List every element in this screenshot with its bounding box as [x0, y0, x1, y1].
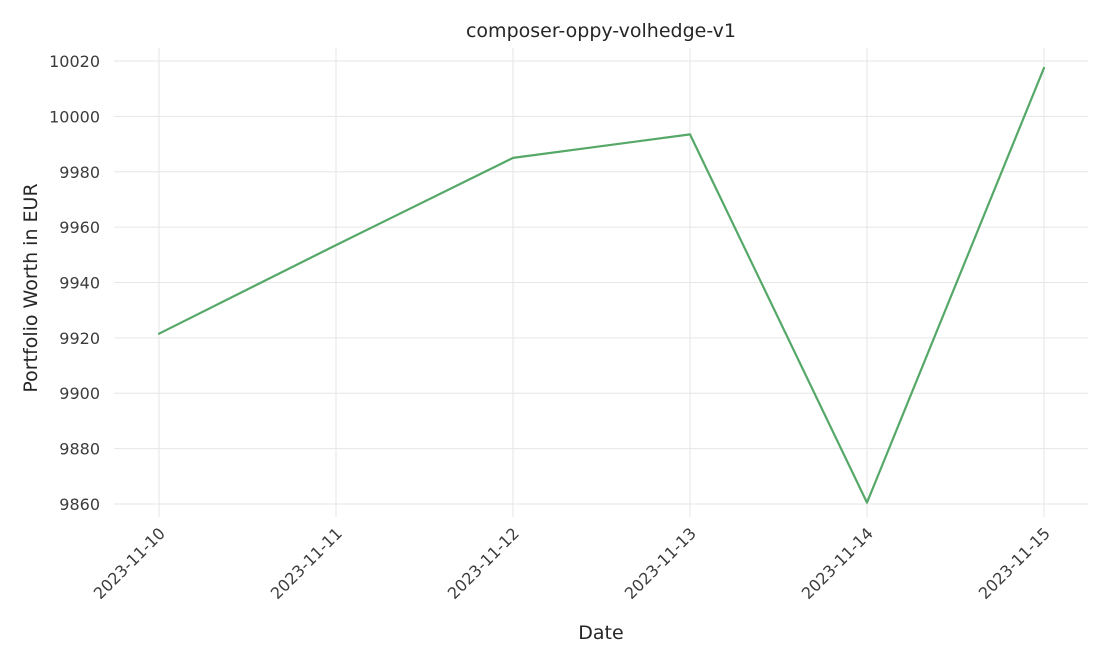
chart-title: composer-oppy-volhedge-v1: [466, 20, 736, 42]
x-axis-label: Date: [578, 622, 623, 644]
y-tick-label: 9880: [59, 440, 100, 459]
y-tick-label: 9940: [59, 274, 100, 293]
y-tick-label: 9960: [59, 218, 100, 237]
x-tick-labels: 2023-11-10 2023-11-11 2023-11-12 2023-11-13…: [90, 524, 1054, 603]
x-tick-label: 2023-11-15: [975, 524, 1054, 603]
y-tick-label: 9980: [59, 163, 100, 182]
y-tick-labels: 9860 9880 9900 9920 9940 9960 9980 10000 10020: [49, 52, 100, 514]
x-tick-label: 2023-11-11: [267, 524, 346, 603]
y-tick-label: 9860: [59, 495, 100, 514]
y-tick-label: 10020: [49, 52, 100, 71]
series-layer: [157, 66, 1046, 504]
y-tick-label: 9900: [59, 384, 100, 403]
y-axis-label: Portfolio Worth in EUR: [20, 183, 42, 392]
x-tick-label: 2023-11-10: [90, 524, 169, 603]
x-tick-label: 2023-11-14: [798, 524, 877, 603]
series-line: [157, 66, 1046, 504]
y-tick-label: 10000: [49, 107, 100, 126]
grid: [114, 48, 1088, 517]
x-tick-label: 2023-11-12: [444, 524, 523, 603]
y-tick-label: 9920: [59, 329, 100, 348]
x-tick-label: 2023-11-13: [621, 524, 700, 603]
